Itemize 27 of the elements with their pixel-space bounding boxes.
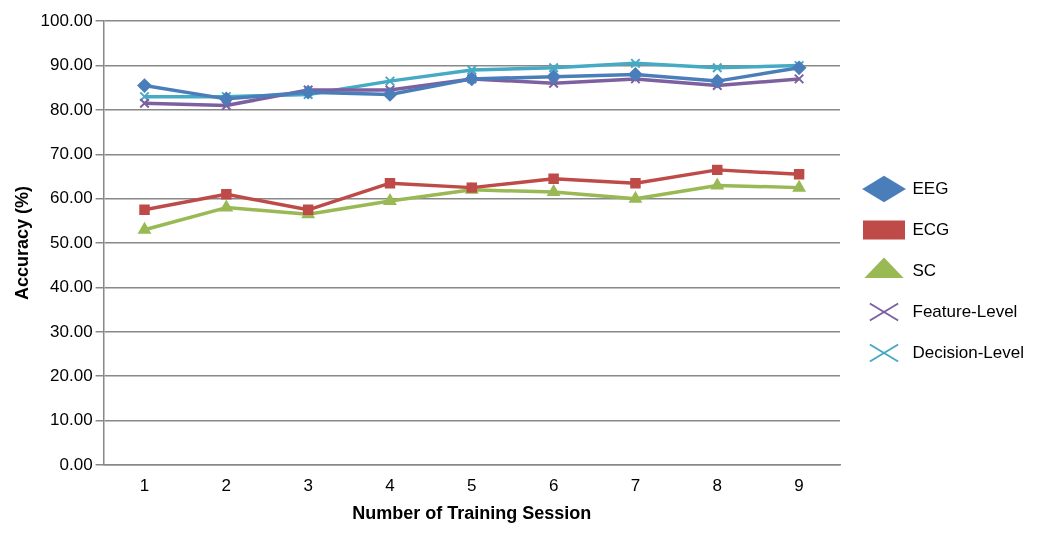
y-tick-label: 30.00 [50, 321, 93, 341]
y-tick-label: 40.00 [50, 277, 93, 297]
y-tick-label: 20.00 [50, 365, 93, 385]
x-tick-label: 7 [630, 475, 641, 495]
x-tick-label: 1 [139, 475, 150, 495]
x-axis-title: Number of Training Session [352, 503, 592, 524]
x-tick-label: 9 [794, 475, 804, 495]
x-tick-label: 8 [712, 475, 722, 495]
legend-label: ECG [912, 219, 950, 239]
x-tick-label: 6 [548, 475, 559, 495]
y-tick-label: 70.00 [50, 144, 93, 164]
x-tick-label: 3 [303, 475, 313, 495]
y-tick-label: 100.00 [40, 10, 93, 30]
y-tick-label: 10.00 [50, 410, 93, 430]
legend-label: SC [912, 260, 937, 280]
y-tick-label: 80.00 [50, 99, 93, 119]
x-tick-label: 5 [467, 475, 477, 495]
y-axis-title: Accuracy (%) [11, 186, 32, 301]
y-tick-label: 60.00 [50, 188, 93, 208]
legend-label: Feature-Level [912, 301, 1018, 321]
y-tick-label: 50.00 [50, 232, 93, 252]
legend-label: Decision-Level [912, 342, 1024, 362]
legend-label: EEG [912, 178, 949, 198]
x-tick-label: 2 [221, 475, 232, 495]
y-tick-label: 90.00 [50, 55, 93, 75]
y-tick-label: 0.00 [59, 454, 93, 474]
x-tick-label: 4 [385, 475, 395, 495]
